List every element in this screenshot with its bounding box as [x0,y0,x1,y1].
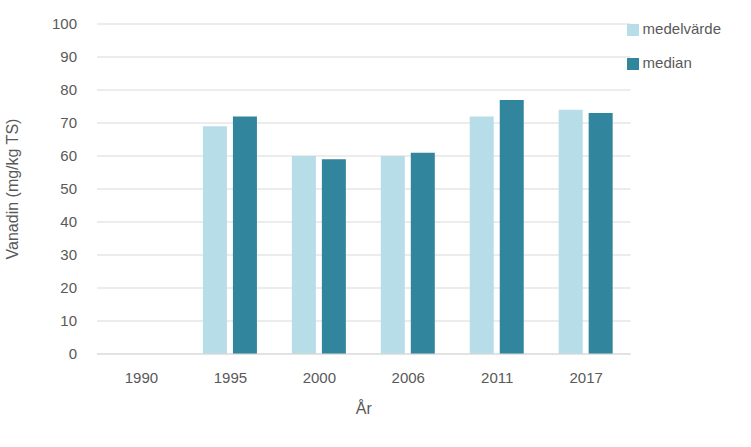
svg-text:50: 50 [60,180,77,197]
svg-text:1990: 1990 [125,369,158,386]
html-text:median: median [642,54,692,71]
svg-text:2017: 2017 [569,369,602,386]
svg-text:År: År [356,399,373,417]
svg-text:40: 40 [60,213,77,230]
svg-text:1995: 1995 [214,369,247,386]
svg-text:2011: 2011 [481,369,513,386]
svg-text:10: 10 [60,312,77,329]
svg-text:2000: 2000 [303,369,336,386]
svg-text:30: 30 [60,246,77,263]
svg-text:2006: 2006 [392,369,425,386]
svg-text:100: 100 [52,15,77,32]
svg-text:20: 20 [60,279,77,296]
svg-text:90: 90 [60,48,77,65]
svg-text:0: 0 [69,345,77,362]
svg-text:60: 60 [60,147,77,164]
html-text:medelvärde: medelvärde [642,20,721,37]
svg-text:80: 80 [60,81,77,98]
svg-text:Vanadin (mg/kg TS): Vanadin (mg/kg TS) [8,119,21,260]
svg-text:70: 70 [60,114,77,131]
